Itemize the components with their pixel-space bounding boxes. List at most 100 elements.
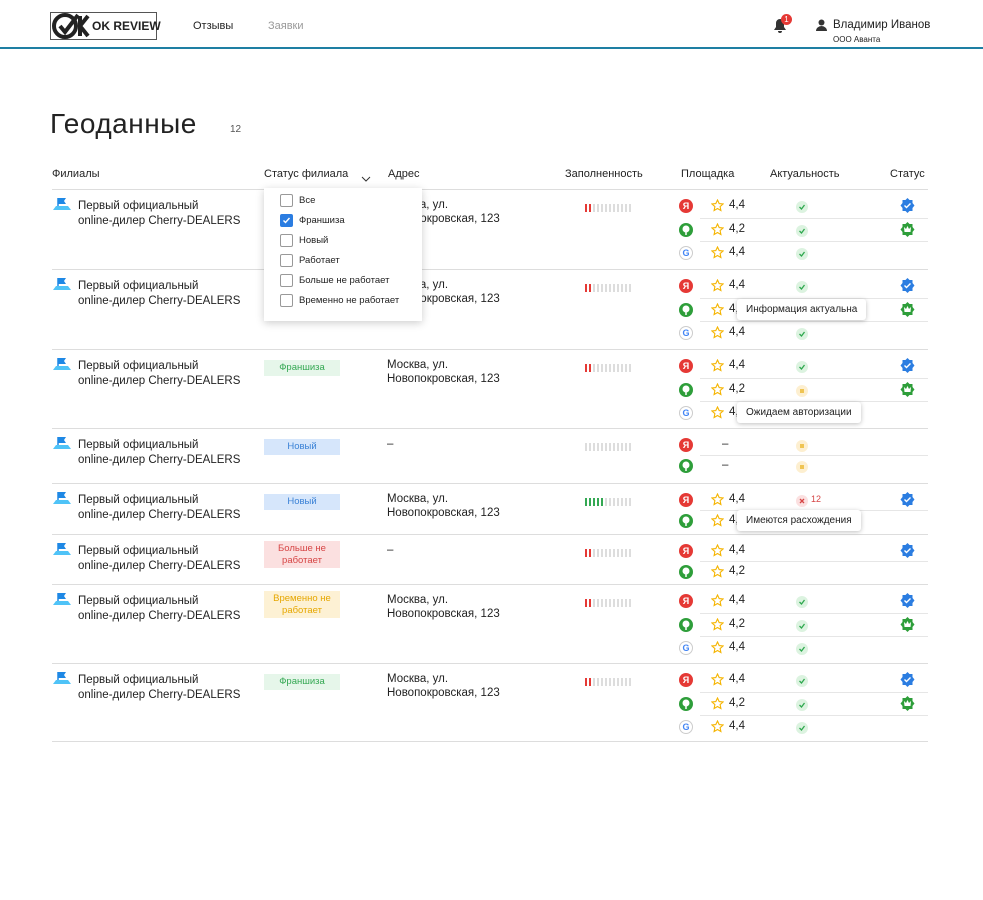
fill-segment [629, 364, 631, 372]
fill-segment [621, 364, 623, 372]
filter-option[interactable]: Больше не работает [299, 275, 390, 286]
filter-option[interactable]: Франшиза [299, 215, 345, 226]
fill-segment [621, 443, 623, 451]
actuality-icon[interactable] [796, 595, 808, 608]
fill-segment [589, 549, 591, 557]
fill-segment [625, 599, 627, 607]
rating: 4,4 [729, 246, 745, 258]
fill-segment [593, 549, 595, 557]
filter-checkbox[interactable] [280, 274, 293, 287]
status-icon[interactable] [900, 381, 915, 397]
actuality-icon[interactable] [796, 224, 808, 237]
status-icon[interactable] [900, 543, 915, 558]
table-row[interactable] [52, 190, 928, 270]
actuality-icon[interactable] [796, 327, 808, 340]
fill-segment [585, 284, 587, 292]
status-icon[interactable] [900, 278, 915, 293]
filter-option[interactable]: Временно не работает [299, 295, 400, 306]
table-row[interactable] [52, 585, 928, 664]
fill-segment [585, 498, 587, 506]
column-header[interactable]: Статус [890, 168, 925, 180]
fill-segment [629, 599, 631, 607]
logo-text: OK REVIEW [92, 19, 161, 33]
filter-checkbox[interactable] [280, 234, 293, 247]
status-icon[interactable] [900, 358, 915, 373]
user-name[interactable]: Владимир Иванов [833, 19, 931, 31]
fill-segment [597, 204, 599, 212]
filter-checkbox[interactable] [280, 214, 293, 227]
status-icon[interactable] [900, 492, 915, 507]
status-icon[interactable] [900, 198, 915, 213]
branch-name: online-дилер Cherry-DEALERS [78, 509, 241, 521]
actuality-icon[interactable] [796, 642, 808, 655]
rating: 4,4 [729, 544, 745, 556]
star [710, 382, 725, 401]
actuality-icon[interactable] [796, 439, 808, 452]
platform-icon [679, 696, 693, 716]
fill-segment [601, 284, 603, 292]
status-icon[interactable] [900, 672, 915, 687]
fill-segment [621, 599, 623, 607]
branch-name: online-дилер Cherry-DEALERS [78, 454, 241, 466]
fill-segment [609, 364, 611, 372]
actuality-icon[interactable] [796, 247, 808, 260]
status-icon[interactable] [900, 593, 915, 608]
platform-icon: G [679, 720, 693, 734]
actuality-icon[interactable] [796, 200, 808, 213]
column-header[interactable]: Адрес [388, 168, 420, 180]
filter-checkbox[interactable] [280, 194, 293, 207]
column-header[interactable]: Актуальность [770, 168, 840, 180]
table-row[interactable] [52, 429, 928, 484]
table-row[interactable] [52, 350, 928, 429]
address: Новопокровская, 123 [387, 687, 500, 699]
actuality-icon[interactable] [796, 360, 808, 373]
actuality-icon[interactable] [796, 619, 808, 632]
status-icon[interactable] [900, 221, 915, 237]
column-header[interactable]: Площадка [681, 168, 735, 180]
fill-segment [617, 678, 619, 686]
table-row[interactable] [52, 270, 928, 350]
actuality-icon[interactable] [796, 721, 808, 734]
logo[interactable]: OK REVIEW [50, 12, 161, 40]
column-header[interactable]: Заполненность [565, 168, 643, 180]
platform-icon [679, 302, 693, 322]
branch-name: online-дилер Cherry-DEALERS [78, 560, 241, 572]
rating: – [722, 438, 729, 450]
table-row[interactable] [52, 484, 928, 535]
status-icon[interactable] [900, 301, 915, 317]
filter-checkbox[interactable] [280, 254, 293, 267]
fill-segment [589, 364, 591, 372]
actuality-icon[interactable] [796, 494, 808, 507]
branch-name: online-дилер Cherry-DEALERS [78, 375, 241, 387]
column-header[interactable]: Статус филиала [264, 168, 349, 180]
sub-row-line [700, 297, 928, 299]
platform-icon: Я [679, 438, 693, 452]
actuality-icon[interactable] [796, 460, 808, 473]
actuality-icon[interactable] [796, 698, 808, 711]
fill-segment [621, 204, 623, 212]
filter-option[interactable]: Все [299, 195, 316, 206]
fill-segment [589, 443, 591, 451]
nav-link[interactable]: Заявки [268, 20, 304, 32]
filter-option[interactable]: Работает [299, 255, 340, 266]
fill-segment [617, 443, 619, 451]
actuality-icon[interactable] [796, 280, 808, 293]
fill-bar [585, 549, 631, 557]
user-company: ООО Аванта [833, 35, 881, 44]
star [710, 564, 725, 583]
status-icon[interactable] [900, 616, 915, 632]
status-badge: Франшиза [264, 360, 340, 376]
table-row[interactable] [52, 535, 928, 585]
table-row[interactable] [52, 664, 928, 742]
status-icon[interactable] [900, 695, 915, 711]
actuality-icon[interactable] [796, 674, 808, 687]
filter-checkbox[interactable] [280, 294, 293, 307]
filter-option[interactable]: Новый [299, 235, 329, 246]
nav-link[interactable]: Отзывы [193, 20, 234, 32]
column-header[interactable]: Филиалы [52, 168, 100, 180]
platform-icon [679, 564, 693, 584]
fill-segment [617, 364, 619, 372]
address: Москва, ул. [387, 493, 449, 505]
fill-segment [601, 498, 603, 506]
actuality-icon[interactable] [796, 384, 808, 397]
